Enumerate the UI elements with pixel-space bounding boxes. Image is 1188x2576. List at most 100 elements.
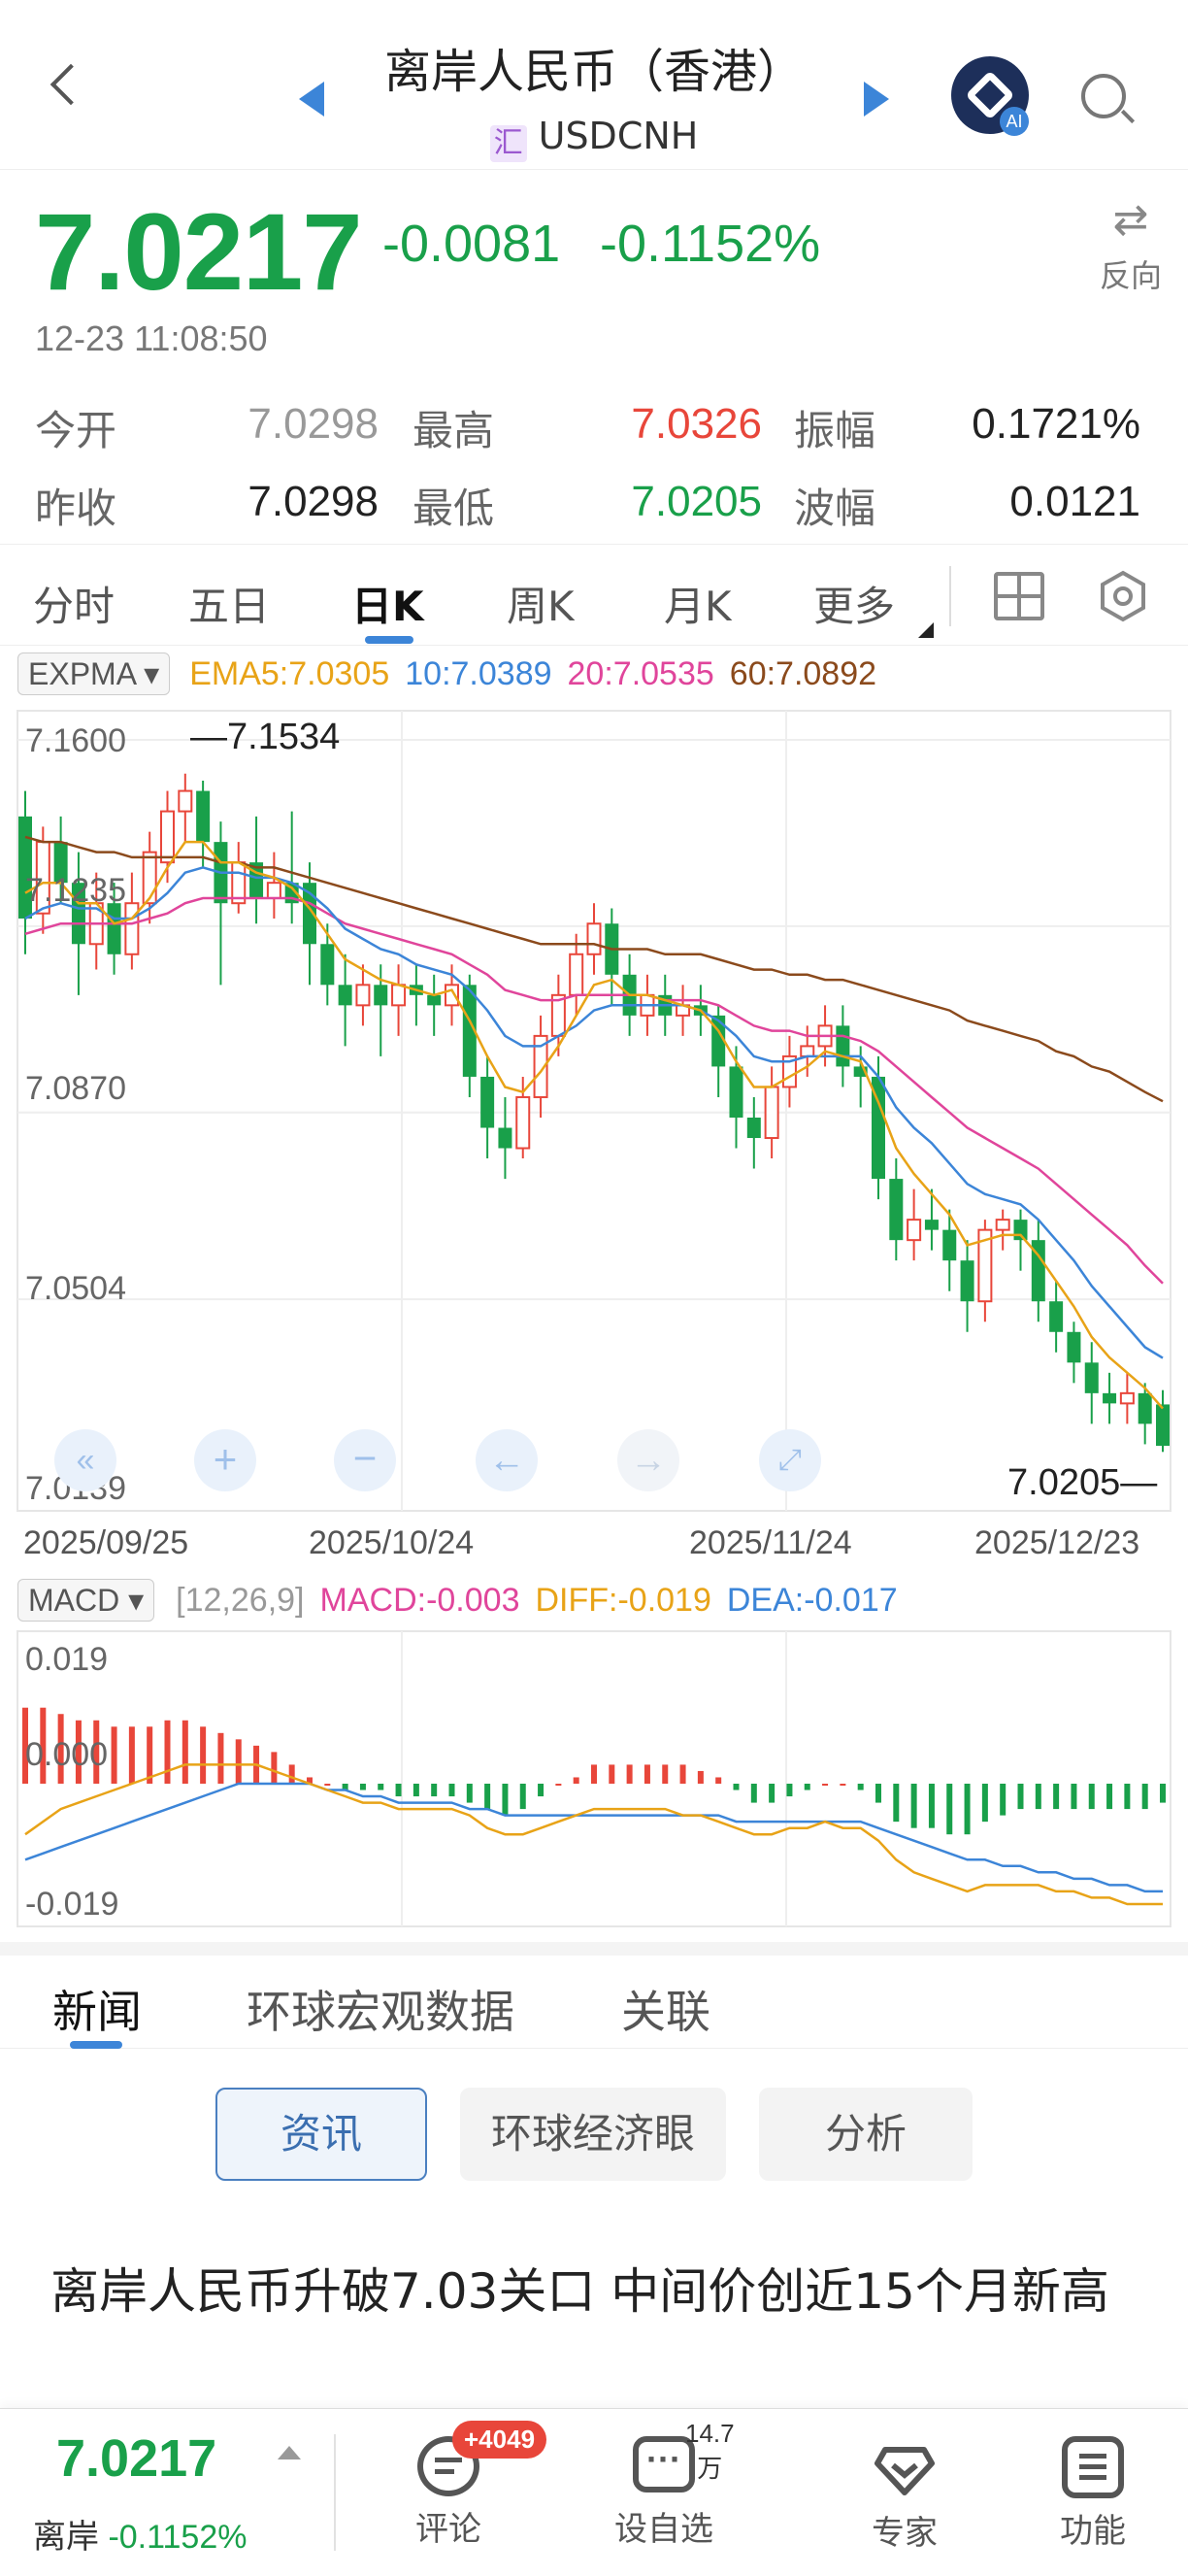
functions-label: 功能 — [1060, 2512, 1126, 2551]
functions-button[interactable]: 功能 — [1025, 2426, 1161, 2552]
expert-button[interactable]: 专家 — [837, 2426, 973, 2554]
chart-settings-icon[interactable] — [1097, 570, 1149, 622]
macd-y-tick: 0.000 — [25, 1736, 109, 1773]
indicator-selector[interactable]: EXPMA ▾ — [17, 652, 171, 695]
news-headline[interactable]: 离岸人民币升破7.03关口 中间价创近15个月新高 — [50, 2263, 1109, 2320]
y-tick-label: 7.1600 — [25, 722, 126, 759]
subtab-global-economy[interactable]: 环球经济眼 — [460, 2088, 726, 2181]
macd-bar — [769, 1784, 776, 1803]
right-icon[interactable]: → — [617, 1429, 679, 1491]
expert-icon — [874, 2438, 936, 2500]
max-price-marker: —7.1534 — [190, 717, 341, 757]
tab-global-macro[interactable]: 环球宏观数据 — [247, 1986, 514, 2038]
left-icon[interactable]: ← — [476, 1429, 538, 1491]
macd-bar — [271, 1752, 278, 1784]
macd-bar — [644, 1764, 650, 1784]
ema60-line — [24, 835, 1164, 1103]
macd-bar — [1124, 1784, 1131, 1810]
candle-up — [266, 882, 281, 899]
candle-down — [1067, 1331, 1081, 1363]
macd-y-tick: -0.019 — [25, 1886, 119, 1923]
tab-weekly-k[interactable]: 周K — [507, 583, 575, 630]
comment-button[interactable]: 评论 +4049 — [380, 2421, 547, 2550]
active-tab-indicator — [365, 636, 413, 644]
candle-down — [924, 1220, 939, 1230]
macd-chart[interactable] — [0, 1629, 1188, 1930]
zoom-in-icon[interactable]: + — [194, 1429, 256, 1491]
candle-down — [480, 1076, 495, 1128]
zoom-out-icon[interactable]: − — [334, 1429, 396, 1491]
subtab-analysis[interactable]: 分析 — [759, 2088, 973, 2181]
tab-related[interactable]: 关联 — [621, 1986, 710, 2038]
search-icon[interactable] — [1081, 74, 1126, 118]
tab-five-day[interactable]: 五日 — [188, 583, 271, 630]
candle-down — [498, 1127, 512, 1149]
x-tick-label: 2025/10/24 — [309, 1524, 475, 1561]
candle-up — [515, 1095, 531, 1150]
macd-selector[interactable]: MACD ▾ — [17, 1579, 155, 1622]
candle-up — [1119, 1391, 1135, 1405]
menu-icon — [1062, 2436, 1124, 2498]
layout-grid-icon[interactable] — [994, 572, 1044, 620]
ai-assistant-icon[interactable]: AI — [951, 56, 1029, 136]
x-tick-label: 2025/09/25 — [23, 1524, 189, 1561]
quote-time: 12-23 11:08:50 — [35, 318, 268, 358]
macd-bar — [182, 1720, 188, 1784]
macd-bar — [1106, 1784, 1113, 1810]
macd-bar — [840, 1784, 846, 1786]
tab-news[interactable]: 新闻 — [52, 1986, 142, 2038]
reverse-label: 反向 — [1099, 258, 1162, 293]
tab-intraday[interactable]: 分时 — [33, 583, 116, 630]
candle-down — [303, 883, 316, 945]
tab-daily-k[interactable]: 日K — [351, 583, 424, 630]
y-tick-label: 7.1235 — [25, 872, 126, 909]
dea-line — [24, 1782, 1163, 1893]
kline-chart[interactable] — [0, 709, 1188, 1515]
watchlist-count: 14.7万 — [685, 2419, 735, 2483]
candle-up — [355, 984, 371, 1007]
add-watchlist-button[interactable]: ··· 设自选 14.7万 — [596, 2419, 735, 2550]
prev-symbol-icon[interactable] — [299, 82, 324, 117]
expma-legend: EXPMA ▾ EMA5:7.0305 10:7.0389 20:7.0535 … — [17, 652, 876, 695]
first-icon[interactable]: « — [54, 1429, 116, 1491]
tab-monthly-k[interactable]: 月K — [664, 583, 732, 630]
comment-label: 评论 — [415, 2510, 481, 2549]
macd-bar — [502, 1784, 509, 1816]
macd-bar — [591, 1764, 597, 1784]
candle-down — [836, 1025, 850, 1067]
subtab-news[interactable]: 资讯 — [215, 2088, 427, 2181]
stat-value-high: 7.0326 — [631, 400, 762, 448]
macd-bar — [981, 1784, 988, 1823]
price-change-percent: -0.1152% — [600, 215, 821, 273]
watchlist-icon: ··· — [633, 2436, 695, 2492]
stat-value-range: 0.0121 — [1009, 478, 1140, 525]
macd-bar — [715, 1777, 722, 1784]
next-symbol-icon[interactable] — [864, 82, 889, 117]
fullscreen-icon[interactable]: ⤢ — [759, 1429, 821, 1491]
candle-up — [533, 1034, 548, 1098]
tab-more[interactable]: 更多 — [813, 583, 896, 630]
legend-ema5: EMA5:7.0305 — [189, 654, 390, 692]
bottom-price-label: 离岸 -0.1152% — [33, 2510, 247, 2558]
news-tab-indicator — [70, 2041, 122, 2049]
legend-ema10: 10:7.0389 — [405, 654, 552, 692]
candle-up — [569, 953, 584, 996]
y-tick-label: 7.0870 — [25, 1070, 126, 1107]
macd-bar — [519, 1784, 526, 1810]
macd-bar — [1088, 1784, 1095, 1810]
macd-bar — [893, 1784, 900, 1823]
expand-up-icon[interactable] — [278, 2446, 301, 2459]
macd-bar — [1141, 1784, 1148, 1810]
stat-label-prev-close: 昨收 — [35, 485, 117, 532]
macd-bar — [164, 1720, 171, 1784]
legend-ema60: 60:7.0892 — [729, 654, 877, 692]
macd-bar — [307, 1777, 313, 1784]
candle-up — [764, 1086, 779, 1140]
macd-bar — [733, 1784, 740, 1790]
candle-down — [1084, 1362, 1099, 1393]
macd-bar — [111, 1726, 117, 1784]
candle-down — [853, 1066, 868, 1077]
candle-up — [995, 1219, 1010, 1231]
reverse-button[interactable]: ⇄ 反向 — [1097, 199, 1165, 296]
candle-up — [142, 851, 157, 905]
